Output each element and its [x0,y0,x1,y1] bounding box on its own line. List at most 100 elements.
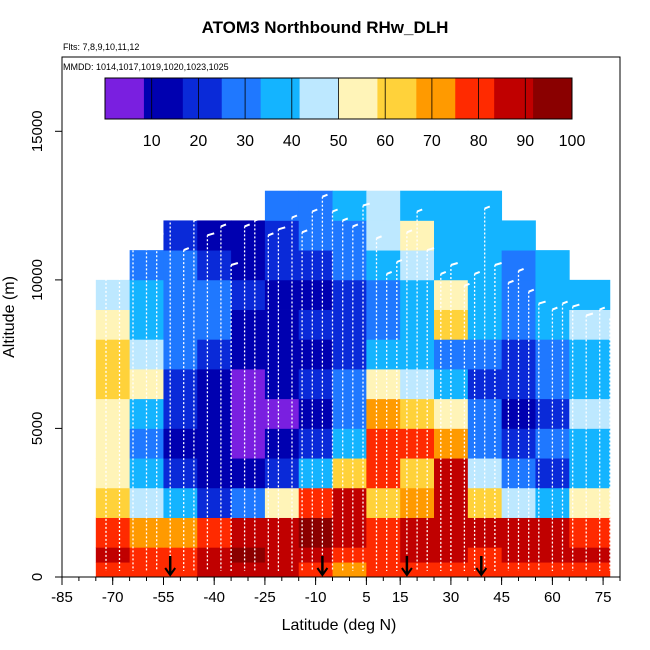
profile-cruise-leg [464,282,470,287]
heatmap-cell [332,547,367,563]
heatmap-cell [298,458,333,489]
x-tick-label: 5 [362,589,370,606]
heatmap-cell [366,398,401,429]
heatmap-cell [163,220,198,251]
heatmap-cell [95,279,131,310]
heatmap-cell [231,309,266,340]
heatmap-cell [298,369,333,400]
profile-cruise-leg [585,312,594,317]
flight-profiles [105,193,611,571]
heatmap-cell [197,250,232,281]
heatmap-cell [467,547,503,563]
heatmap-cell [163,398,198,429]
heatmap-cell [264,190,300,221]
heatmap-cell [95,458,131,489]
profile-cruise-leg [132,223,141,228]
profile-cruise-leg [386,270,393,275]
x-tick-label: 15 [392,589,409,606]
heatmap-cell [163,458,198,489]
heatmap-cell [501,220,536,251]
heatmap-cell [332,458,367,489]
profile-cruise-leg [599,306,606,311]
profile-cruise-leg [562,300,568,305]
heatmap-cell [298,309,333,340]
colorbar-swatch [455,78,495,119]
heatmap-cell [264,398,300,429]
heatmap-cell [298,562,333,578]
heatmap-cell [264,487,300,518]
heatmap-cell [501,562,536,578]
profile-cruise-leg [267,232,274,237]
heatmap-cell [163,339,198,370]
heatmap-cell [163,562,198,578]
heatmap-cell [197,517,232,548]
heatmap-cell [197,547,232,563]
heatmap-cell [569,339,611,370]
heatmap-cell [264,458,300,489]
dates-label: MMDD: 1014,1017,1019,1020,1023,1025 [63,62,229,72]
heatmap-cell [298,279,333,310]
flights-label: Flts: 7,8,9,10,11,12 [63,42,140,52]
heatmap-cell [298,517,333,548]
heatmap-cell [231,369,266,400]
heatmap-cell [231,487,266,518]
heatmap-cell [569,562,611,578]
heatmap-cell [298,190,333,221]
x-tick-label: 75 [595,589,612,606]
heatmap-cell [197,369,232,400]
profile-cruise-leg [440,270,447,275]
x-tick-label: 30 [443,589,460,606]
profile-cruise-leg [528,288,535,293]
colorbar-swatch [143,78,184,119]
heatmap-cell [366,279,401,310]
heatmap-cell [197,458,232,489]
heatmap-cell [366,309,401,340]
profile-cruise-leg [474,270,481,275]
heatmap-cell [95,369,131,400]
colorbar-swatch [299,78,339,119]
heatmap-cell [231,547,266,563]
y-tick-label: 10000 [29,259,46,301]
profile-cruise-leg [278,226,286,231]
profile-cruise-leg [416,208,423,213]
profile-cruise-leg [207,232,215,237]
heatmap-cell [197,339,232,370]
heatmap-cell [231,250,266,281]
profile-cruise-leg [376,235,382,240]
profile-cruise-leg [538,300,546,305]
x-tick-label: -10 [305,589,327,606]
heatmap-cell [332,279,367,310]
arrow-head [316,567,329,577]
heatmap-cell [163,309,198,340]
arrow-head [475,567,488,577]
heatmap-cell [332,428,367,459]
colorbar-tick-label: 10 [143,133,161,150]
profile-cruise-leg [311,208,318,213]
heatmap-cell [163,487,198,518]
heatmap-cell [197,487,232,518]
heatmap-cell [264,547,300,563]
heatmap-cell [298,487,333,518]
colorbar-swatch [533,78,573,119]
heatmap-cell [366,220,401,251]
colorbar-frame [104,77,573,120]
profile-cruise-leg [254,217,262,222]
heatmap-cell [366,428,401,459]
x-axis-label: Latitude (deg N) [282,617,397,634]
heatmap-cell [197,309,232,340]
heatmap-cell [163,428,198,459]
heatmap-cell [264,339,300,370]
heatmap-cell [163,369,198,400]
heatmap-cell [95,428,131,459]
heatmap-cell [231,398,266,429]
profile-cruise-leg [450,262,458,266]
profile-cruise-leg [169,211,178,216]
heatmap-cell [569,398,611,429]
heatmap-cell [400,547,435,563]
chart-title: ATOM3 Northbound RHw_DLH [201,18,449,37]
profile-cruise-leg [552,306,558,311]
heatmap-cell [535,279,570,310]
heatmap-cell [569,547,611,563]
profile-cruise-leg [426,247,435,252]
